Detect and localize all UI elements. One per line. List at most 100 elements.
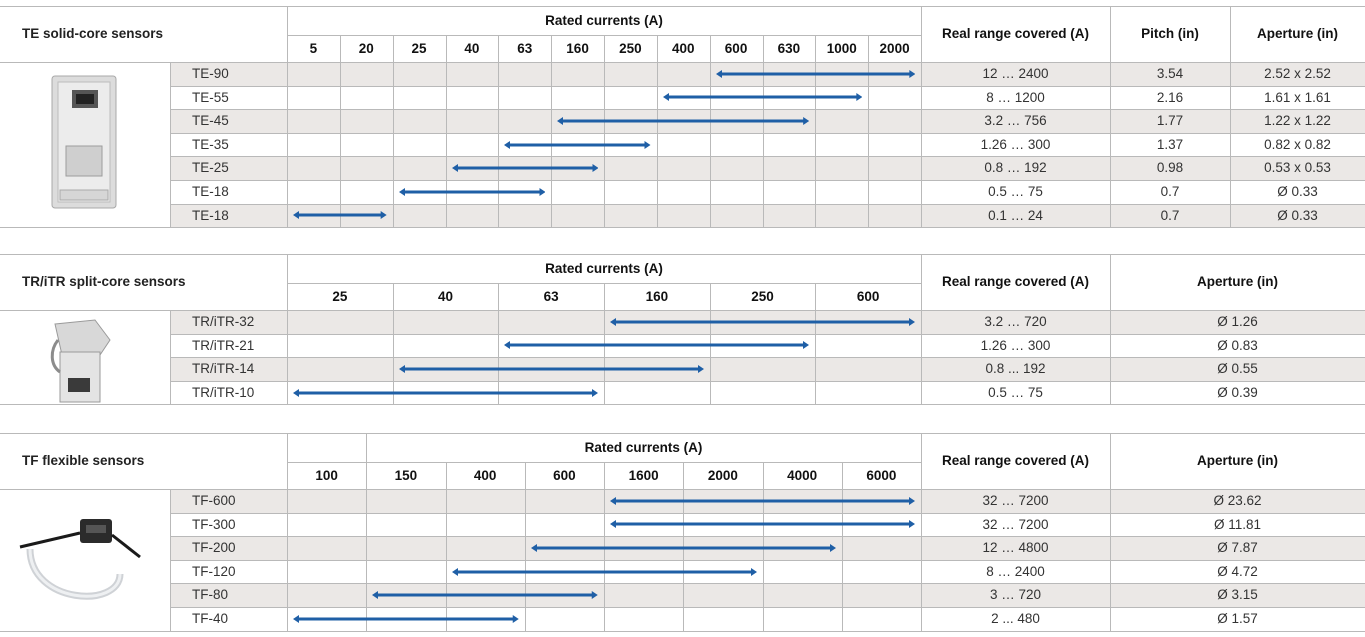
grid-line [446, 462, 447, 631]
current-column-header: 600 [553, 467, 576, 483]
sensor-spec-value: Ø 0.39 [1217, 384, 1258, 400]
current-column-header: 2000 [707, 467, 738, 483]
sensor-spec-value: 0.8 … 192 [984, 160, 1047, 176]
sensor-table-0: TE solid-core sensors Rated currents (A) 5… [0, 6, 1365, 229]
grid-line [0, 62, 1365, 63]
current-column-header: 400 [671, 40, 695, 56]
column-header: Pitch (in) [1141, 26, 1199, 42]
grid-line [815, 35, 816, 228]
grid-line [170, 512, 1365, 514]
current-column-header: 600 [856, 288, 880, 304]
current-range-arrow [451, 164, 598, 173]
current-range-arrow [557, 117, 810, 125]
sensor-model-name: TE-18 [192, 184, 229, 200]
sensor-spec-value: 32 … 7200 [982, 493, 1049, 509]
sensor-spec-value: Ø 0.33 [1277, 207, 1318, 223]
table-row-bg [170, 559, 1365, 584]
grid-line [170, 62, 171, 228]
section-title: TE solid-core sensors [22, 26, 164, 42]
sensor-spec-value: Ø 0.83 [1217, 337, 1258, 353]
current-column-header: 160 [645, 288, 669, 304]
grid-line [0, 404, 1365, 406]
current-column-header: 100 [315, 467, 338, 483]
grid-line [340, 35, 341, 228]
grid-line [287, 6, 288, 228]
sensor-spec-value: 1.26 … 300 [980, 136, 1051, 152]
grid-line [1110, 433, 1111, 631]
sensor-spec-value: 0.53 x 0.53 [1264, 160, 1331, 176]
column-header: Real range covered (A) [941, 274, 1090, 290]
sensor-spec-value: 0.98 [1156, 160, 1184, 176]
section-title: TF flexible sensors [22, 453, 145, 469]
grid-line [815, 283, 816, 405]
rated-currents-header: Rated currents (A) [584, 439, 703, 455]
current-column-header: 160 [566, 40, 589, 56]
column-header: Real range covered (A) [941, 26, 1090, 42]
grid-line [921, 6, 922, 228]
rated-currents-header: Rated currents (A) [545, 12, 663, 28]
current-column-header: 20 [358, 40, 374, 56]
grid-line [287, 254, 288, 405]
grid-line [170, 180, 1365, 181]
column-header: Aperture (in) [1197, 453, 1278, 469]
sensor-spec-value: Ø 4.72 [1217, 563, 1258, 579]
sensor-model-name: TE-35 [192, 136, 229, 152]
grid-line [170, 310, 171, 405]
table-row-bg [170, 156, 1365, 180]
sensor-spec-value: 3.2 … 720 [984, 314, 1047, 330]
sensor-spec-value: 12 … 4800 [982, 540, 1049, 556]
grid-line [0, 489, 1365, 490]
sensor-spec-value: 0.5 … 75 [988, 184, 1043, 200]
grid-line [551, 35, 552, 228]
grid-line [170, 489, 171, 631]
grid-line [498, 283, 499, 405]
sensor-spec-value: 3 … 720 [989, 587, 1042, 603]
sensor-spec-value: Ø 23.62 [1213, 493, 1262, 509]
sensor-spec-value: 32 … 7200 [982, 516, 1049, 532]
sensor-model-name: TF-120 [192, 563, 236, 579]
grid-line [170, 85, 1365, 87]
grid-line [0, 227, 1365, 229]
sensor-model-name: TE-25 [192, 160, 229, 176]
column-header: Aperture (in) [1257, 26, 1338, 42]
sensor-spec-value: 12 … 2400 [982, 66, 1049, 82]
current-column-header: 1600 [628, 467, 659, 483]
current-column-header: 250 [751, 288, 774, 304]
grid-line [393, 35, 394, 228]
table-row-bg [170, 380, 1365, 405]
sensor-spec-value: 1.26 … 300 [980, 337, 1051, 353]
current-range-arrow [451, 567, 757, 576]
sensor-spec-value: 3.54 [1156, 66, 1184, 82]
grid-line [1230, 6, 1231, 228]
grid-line [921, 254, 922, 405]
sensor-model-name: TF-300 [192, 516, 236, 532]
grid-line [1110, 254, 1111, 405]
sensor-spec-value: Ø 1.26 [1217, 314, 1258, 330]
sensor-spec-value: 2.16 [1156, 89, 1184, 105]
grid-line [170, 132, 1365, 134]
grid-line [498, 35, 499, 228]
sensor-spec-value: 0.82 x 0.82 [1264, 136, 1331, 152]
sensor-spec-value: 8 … 1200 [986, 89, 1045, 105]
sensor-spec-value: 2 ... 480 [991, 611, 1040, 627]
grid-line [842, 462, 843, 631]
te-sensor-image [51, 75, 117, 209]
grid-line [763, 462, 764, 631]
grid-line [170, 536, 1365, 538]
grid-line [170, 357, 1365, 359]
grid-line [604, 462, 605, 631]
sensor-model-name: TF-80 [192, 587, 229, 603]
grid-line [170, 156, 1365, 158]
column-header: Aperture (in) [1197, 274, 1278, 290]
current-range-arrow [293, 388, 598, 397]
current-range-arrow [715, 69, 915, 78]
current-column-header: 6000 [866, 467, 897, 483]
table-row-bg [170, 583, 1365, 607]
grid-line [921, 433, 922, 631]
tr-sensor-image [50, 319, 111, 403]
grid-line [683, 462, 684, 631]
grid-line [170, 583, 1365, 585]
grid-line [170, 380, 1365, 382]
current-column-header: 40 [464, 40, 480, 56]
sensor-spec-value: 1.61 x 1.61 [1264, 89, 1331, 105]
